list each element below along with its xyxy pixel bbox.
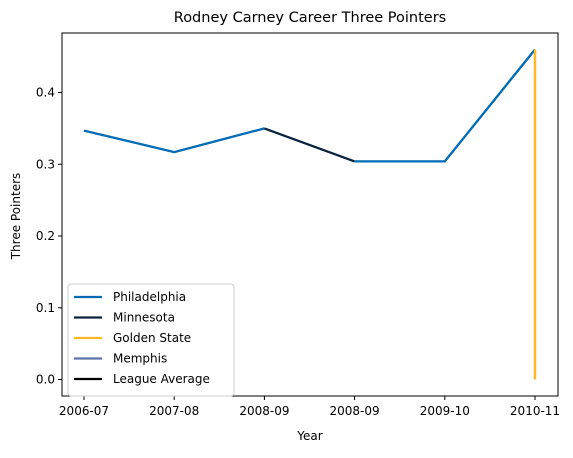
x-tick-label: 2010-11 [510,404,560,418]
x-tick-label: 2008-09 [330,404,380,418]
legend-box [67,283,235,397]
y-tick-label: 0.0 [36,373,55,387]
x-axis-label: Year [296,429,322,443]
y-tick-label: 0.2 [36,229,55,243]
series-line-philadelphia [83,127,265,154]
x-tick-label: 2006-07 [59,404,109,418]
legend-label: Philadelphia [113,290,186,304]
legend-label: League Average [113,372,210,386]
y-tick-label: 0.4 [36,86,55,100]
axes-frame [61,32,559,397]
y-axis-label: Three Pointers [9,173,23,261]
chart-title: Rodney Carney Career Three Pointers [174,10,446,26]
y-tick-label: 0.3 [36,157,55,171]
x-tick-label: 2009-10 [420,404,470,418]
y-tick-label: 0.1 [36,301,55,315]
x-tick-label: 2008-09 [239,404,289,418]
plot-area: 0.0 0.1 0.2 0.3 0.4 2006-07 2007-08 2008-09 2008… [36,32,560,418]
x-tick-label: 2007-08 [149,404,199,418]
series-line-philadelphia [354,48,536,163]
legend: Philadelphia Minnesota Golden State Memphis… [67,283,235,397]
legend-label: Golden State [113,331,191,345]
series-line-minnesota [264,127,355,163]
legend-label: Memphis [113,352,167,366]
legend-label: Minnesota [113,311,175,325]
